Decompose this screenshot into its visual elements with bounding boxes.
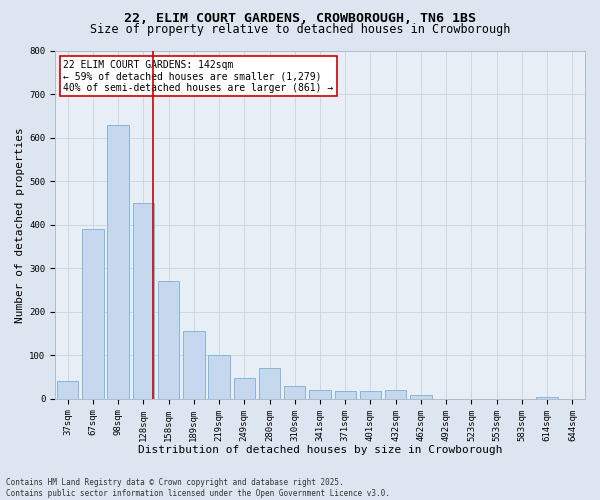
Bar bbox=[335, 391, 356, 399]
Bar bbox=[183, 332, 205, 399]
Bar bbox=[82, 230, 104, 399]
Text: 22 ELIM COURT GARDENS: 142sqm
← 59% of detached houses are smaller (1,279)
40% o: 22 ELIM COURT GARDENS: 142sqm ← 59% of d… bbox=[63, 60, 333, 93]
Bar bbox=[284, 386, 305, 399]
Bar bbox=[233, 378, 255, 399]
Bar bbox=[385, 390, 406, 399]
Bar bbox=[158, 282, 179, 399]
Text: Size of property relative to detached houses in Crowborough: Size of property relative to detached ho… bbox=[90, 22, 510, 36]
Bar bbox=[410, 394, 431, 399]
Bar bbox=[536, 396, 558, 399]
Bar bbox=[107, 125, 129, 399]
Bar bbox=[259, 368, 280, 399]
Bar bbox=[133, 203, 154, 399]
Bar bbox=[208, 356, 230, 399]
X-axis label: Distribution of detached houses by size in Crowborough: Distribution of detached houses by size … bbox=[138, 445, 502, 455]
Bar bbox=[360, 391, 381, 399]
Bar bbox=[309, 390, 331, 399]
Text: 22, ELIM COURT GARDENS, CROWBOROUGH, TN6 1BS: 22, ELIM COURT GARDENS, CROWBOROUGH, TN6… bbox=[124, 12, 476, 26]
Y-axis label: Number of detached properties: Number of detached properties bbox=[15, 127, 25, 323]
Bar bbox=[57, 380, 79, 399]
Text: Contains HM Land Registry data © Crown copyright and database right 2025.
Contai: Contains HM Land Registry data © Crown c… bbox=[6, 478, 390, 498]
